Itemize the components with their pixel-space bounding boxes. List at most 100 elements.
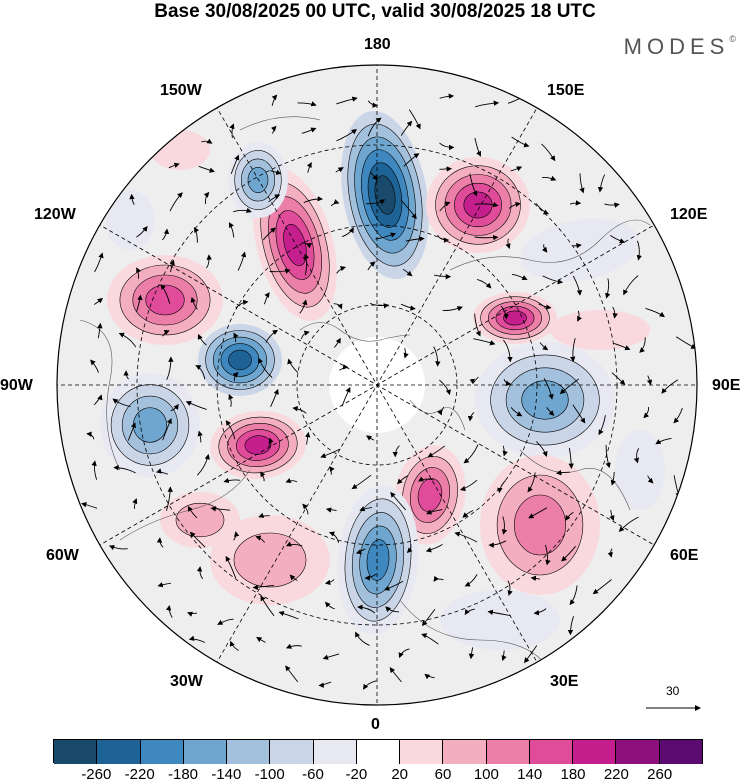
colorbar-tick-label: 100 [473, 766, 499, 783]
anomaly-contour [133, 407, 168, 443]
vector-arrow-icon [268, 437, 274, 447]
vector-arrow-icon [403, 347, 409, 359]
vector-arrow-icon [454, 531, 478, 543]
vector-arrow-icon [527, 472, 536, 493]
vector-arrow-icon [501, 650, 507, 662]
vector-arrow-icon [369, 302, 390, 309]
vector-arrow-icon [469, 376, 479, 385]
vector-arrow-icon [572, 404, 586, 424]
vector-arrow-icon [610, 235, 626, 244]
vector-arrow-icon [225, 420, 236, 440]
anomaly-contour [521, 380, 569, 420]
vector-arrow-icon [196, 566, 204, 580]
vector-arrow-icon [229, 123, 235, 138]
vector-arrow-icon [535, 202, 550, 215]
brand-logo: MODES© [624, 34, 736, 60]
vector-arrow-icon [439, 379, 451, 396]
vector-arrow-icon [503, 378, 512, 386]
lon-label-120e: 120E [670, 206, 708, 223]
colorbar-cell [529, 740, 574, 764]
lon-label-0: 0 [371, 716, 380, 733]
vector-arrow-icon [646, 375, 653, 386]
lon-label-30w: 30W [170, 673, 203, 690]
coastline [399, 599, 551, 671]
vector-arrow-icon [325, 601, 335, 610]
vector-arrow-icon [559, 378, 579, 395]
vector-arrow-icon [336, 265, 346, 274]
vector-arrow-icon [93, 297, 103, 305]
anomaly-contour [105, 190, 155, 250]
vector-arrow-icon [168, 162, 180, 169]
colorbar-tick-label: -180 [167, 766, 199, 783]
vector-arrow-icon [364, 573, 377, 581]
vector-arrow-icon [270, 125, 277, 134]
vector-arrow-icon [505, 238, 511, 250]
colorbar-tick-label: 180 [560, 766, 586, 783]
vector-arrow-icon [260, 595, 275, 617]
vector-arrow-icon [511, 136, 530, 148]
vector-arrow-icon [418, 476, 434, 482]
vector-arrow-icon [328, 531, 340, 543]
vector-arrow-icon [262, 227, 276, 241]
vector-arrow-icon [97, 322, 103, 339]
vector-arrow-icon [397, 475, 409, 485]
vector-arrow-icon [196, 453, 210, 476]
colorbar-cell [54, 740, 98, 764]
vector-arrow-icon [306, 162, 312, 173]
vector-arrow-icon [561, 545, 576, 562]
vector-arrow-icon [252, 584, 274, 591]
anomaly-contour [145, 284, 185, 316]
vector-arrow-icon [612, 342, 631, 351]
vector-arrow-icon [541, 244, 548, 253]
vector-arrow-icon [545, 544, 551, 566]
colorbar-cell [270, 740, 314, 764]
vector-arrow-icon [185, 401, 207, 410]
anomaly-contour [233, 532, 307, 588]
vector-arrow-icon [538, 303, 552, 310]
vector-arrow-icon [623, 275, 639, 296]
vector-arrow-icon [555, 470, 571, 476]
vector-arrow-icon [198, 165, 215, 173]
vector-arrow-icon [542, 275, 564, 285]
anomaly-contour [366, 539, 390, 581]
vector-arrow-icon [367, 117, 382, 137]
map-title: Base 30/08/2025 00 UTC, valid 30/08/2025… [154, 1, 596, 22]
vector-arrow-icon [292, 406, 307, 414]
vector-arrow-icon [421, 608, 436, 627]
vector-arrow-icon [439, 93, 455, 99]
vector-arrow-icon [661, 379, 679, 394]
vector-arrow-icon [609, 510, 615, 522]
vector-arrow-icon [463, 444, 479, 464]
vector-arrow-icon [188, 635, 206, 643]
vector-arrow-icon [118, 332, 137, 348]
vector-arrow-icon [127, 422, 136, 441]
anomaly-field [100, 110, 665, 650]
lon-label-180: 180 [364, 36, 391, 53]
vector-arrow-icon [433, 273, 452, 280]
vector-arrow-icon [437, 406, 445, 416]
vector-arrow-icon [607, 548, 613, 558]
colorbar-cell [356, 740, 401, 764]
vector-arrow-icon [385, 606, 400, 613]
vector-arrow-icon [339, 364, 349, 371]
vector-arrow-icon [425, 544, 443, 553]
vector-arrow-icon [285, 643, 302, 649]
colorbar-cell [227, 740, 271, 764]
vector-arrow-icon [297, 101, 317, 107]
vector-arrow-icon [542, 175, 557, 181]
vector-arrow-icon [155, 468, 168, 475]
vector-arrow-icon [193, 227, 199, 243]
vector-arrow-icon [301, 127, 317, 134]
vector-arrow-icon [500, 305, 509, 320]
vector-arrow-icon [592, 579, 612, 595]
vector-arrow-icon [400, 303, 416, 311]
vector-arrow-icon [427, 445, 446, 458]
vector-arrow-icon [437, 234, 450, 243]
vector-arrow-icon [572, 275, 583, 296]
vector-arrow-icon [210, 506, 231, 512]
vector-arrow-icon [136, 267, 142, 279]
vector-arrow-icon [459, 479, 478, 492]
vector-arrow-icon [400, 120, 413, 136]
vector-arrow-icon [535, 441, 548, 457]
